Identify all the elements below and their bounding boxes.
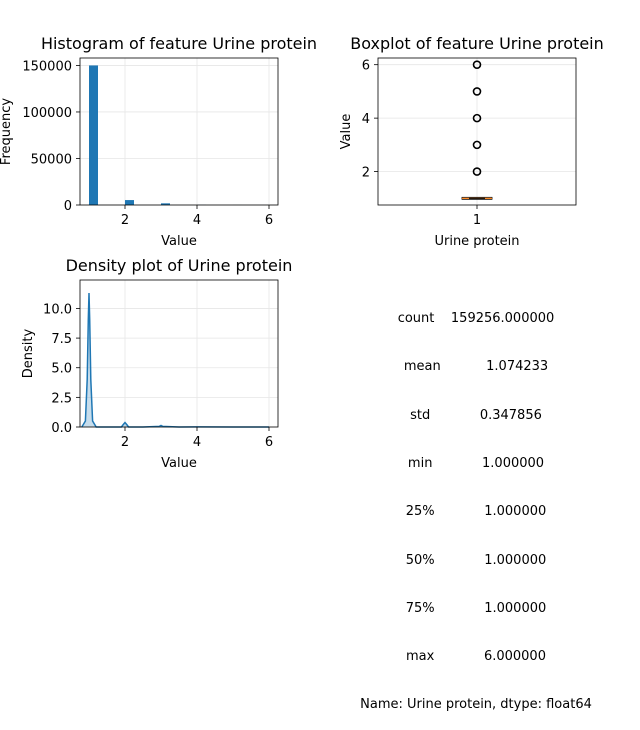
y-tick-label: 10.0 bbox=[43, 302, 72, 317]
x-tick-label: 6 bbox=[265, 213, 273, 228]
stat-row-std: std 0.347856 bbox=[336, 408, 616, 424]
plot-area bbox=[80, 280, 278, 427]
x-tick-label: 4 bbox=[193, 435, 201, 450]
stat-row-mean: mean 1.074233 bbox=[336, 359, 616, 375]
chart-title: Density plot of Urine protein bbox=[66, 256, 293, 275]
plot-area bbox=[80, 58, 278, 205]
y-tick-label: 2 bbox=[362, 166, 370, 181]
summary-statistics: count 159256.000000 mean 1.074233 std 0.… bbox=[336, 279, 616, 730]
stat-row-50: 50% 1.000000 bbox=[336, 553, 616, 569]
y-tick-label: 4 bbox=[362, 112, 370, 127]
stat-footer: Name: Urine protein, dtype: float64 bbox=[336, 697, 616, 713]
x-tick-label: 2 bbox=[121, 213, 129, 228]
y-tick-label: 100000 bbox=[22, 106, 72, 121]
y-tick-label: 7.5 bbox=[51, 332, 72, 347]
y-axis-label: Value bbox=[339, 114, 354, 150]
y-axis-label: Density bbox=[21, 328, 36, 378]
stat-row-min: min 1.000000 bbox=[336, 456, 616, 472]
x-axis-label: Value bbox=[161, 456, 197, 471]
stat-row-75: 75% 1.000000 bbox=[336, 601, 616, 617]
chart-title: Histogram of feature Urine protein bbox=[41, 34, 317, 53]
y-axis-label: Frequency bbox=[0, 98, 14, 165]
y-tick-label: 50000 bbox=[31, 152, 72, 167]
x-tick-label: 1 bbox=[473, 213, 481, 228]
y-tick-label: 150000 bbox=[22, 59, 72, 74]
x-axis-label: Value bbox=[161, 234, 197, 249]
stat-row-max: max 6.000000 bbox=[336, 649, 616, 665]
chart-title: Boxplot of feature Urine protein bbox=[350, 34, 604, 53]
histogram-bar bbox=[125, 200, 134, 205]
y-tick-label: 0.0 bbox=[51, 421, 72, 436]
y-tick-label: 0 bbox=[64, 199, 72, 214]
x-tick-label: 2 bbox=[121, 435, 129, 450]
y-tick-label: 5.0 bbox=[51, 362, 72, 377]
stat-row-count: count 159256.000000 bbox=[336, 311, 616, 327]
histogram-bar bbox=[89, 65, 98, 205]
y-tick-label: 2.5 bbox=[51, 391, 72, 406]
x-tick-label: 4 bbox=[193, 213, 201, 228]
stat-row-25: 25% 1.000000 bbox=[336, 504, 616, 520]
x-axis-label: Urine protein bbox=[434, 234, 519, 249]
y-tick-label: 6 bbox=[362, 59, 370, 74]
x-tick-label: 6 bbox=[265, 435, 273, 450]
